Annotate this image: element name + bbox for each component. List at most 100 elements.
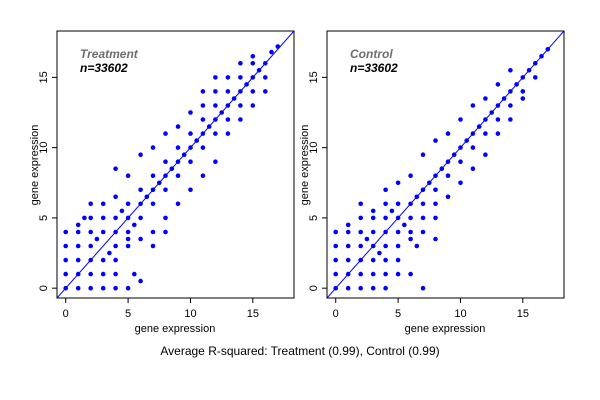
data-point (213, 103, 218, 108)
data-point (113, 215, 118, 221)
data-point (420, 201, 426, 207)
data-point (125, 229, 131, 235)
panel-label-treatment: Treatment (80, 47, 139, 61)
data-point (458, 117, 463, 122)
data-point (370, 215, 376, 221)
data-point (420, 152, 426, 157)
data-point (333, 271, 339, 277)
data-point (88, 243, 93, 249)
data-point (175, 201, 181, 207)
data-point (200, 145, 206, 150)
data-point (408, 215, 413, 221)
data-point (238, 75, 243, 80)
data-point (188, 159, 193, 164)
data-point (200, 173, 206, 178)
data-point (125, 243, 131, 249)
data-point (495, 82, 501, 87)
data-point (63, 257, 68, 263)
data-point (150, 243, 156, 249)
data-point (508, 103, 513, 108)
data-point (150, 229, 156, 235)
data-point (213, 89, 218, 94)
data-point (125, 201, 131, 207)
y-tick-label: 10 (38, 142, 50, 154)
data-point (213, 75, 218, 80)
y-ticks-treatment: 0 5 10 15 (38, 71, 57, 291)
data-point (383, 187, 388, 193)
data-point (263, 75, 268, 80)
data-point (370, 271, 376, 277)
caption: Average R-squared: Treatment (0.99), Con… (160, 344, 440, 358)
y-tick-label: 10 (308, 142, 320, 154)
data-point (345, 229, 351, 235)
data-point (364, 236, 370, 242)
x-tick-label: 5 (395, 308, 401, 320)
data-point (370, 208, 376, 214)
data-point (188, 110, 193, 115)
data-point (113, 166, 118, 171)
data-point (200, 89, 206, 94)
identity-line-treatment (57, 31, 294, 298)
data-point (495, 131, 501, 136)
y-axis-title-treatment: gene expression (29, 125, 41, 206)
data-point (333, 257, 339, 263)
y-tick-label: 0 (308, 285, 320, 291)
data-point (345, 257, 351, 263)
data-point (358, 215, 364, 221)
data-point (138, 152, 143, 157)
data-point (82, 215, 87, 221)
data-point (383, 243, 388, 249)
data-point (269, 49, 274, 55)
data-point (188, 187, 193, 193)
data-point (445, 131, 451, 136)
data-point (408, 236, 413, 242)
y-axis-title-control: gene expression (299, 125, 311, 206)
data-point (107, 250, 112, 256)
data-point (175, 173, 181, 178)
data-point (250, 61, 256, 66)
data-point (163, 229, 168, 235)
data-point (213, 159, 218, 164)
x-tick-label: 5 (125, 308, 131, 320)
data-point (163, 187, 168, 193)
data-point (433, 215, 438, 221)
data-point (470, 103, 476, 108)
data-point (138, 278, 143, 284)
data-point (377, 250, 382, 256)
data-point (163, 215, 168, 221)
data-point (420, 285, 426, 291)
plot-frame-control (326, 30, 565, 299)
data-point (75, 222, 81, 228)
data-point (175, 145, 181, 150)
data-point (113, 194, 118, 200)
data-point (414, 243, 420, 249)
data-point (470, 145, 476, 150)
data-point (100, 215, 106, 221)
data-point (88, 201, 93, 207)
data-point (458, 180, 463, 186)
data-point (520, 89, 526, 94)
data-point (383, 201, 388, 207)
data-point (238, 61, 243, 66)
data-point (370, 285, 376, 291)
data-point (433, 236, 438, 242)
data-point (520, 96, 526, 101)
data-point (75, 285, 81, 291)
x-axis-title-treatment: gene expression (135, 323, 216, 335)
data-point (200, 103, 206, 108)
data-point (358, 271, 364, 277)
data-point (100, 201, 106, 207)
data-point (88, 229, 93, 235)
data-point (113, 285, 118, 291)
data-point (395, 271, 401, 277)
data-point (383, 215, 388, 221)
y-ticks-control: 0 5 10 15 (308, 71, 327, 291)
data-point (445, 173, 451, 178)
data-point (333, 243, 339, 249)
data-point (358, 229, 364, 235)
data-point (225, 117, 231, 122)
data-point (250, 103, 256, 108)
data-point (402, 222, 407, 228)
panel-control: 0 5 10 15 0 5 10 15 Control n=33602 gene expre… (299, 30, 565, 335)
data-point (345, 222, 351, 228)
